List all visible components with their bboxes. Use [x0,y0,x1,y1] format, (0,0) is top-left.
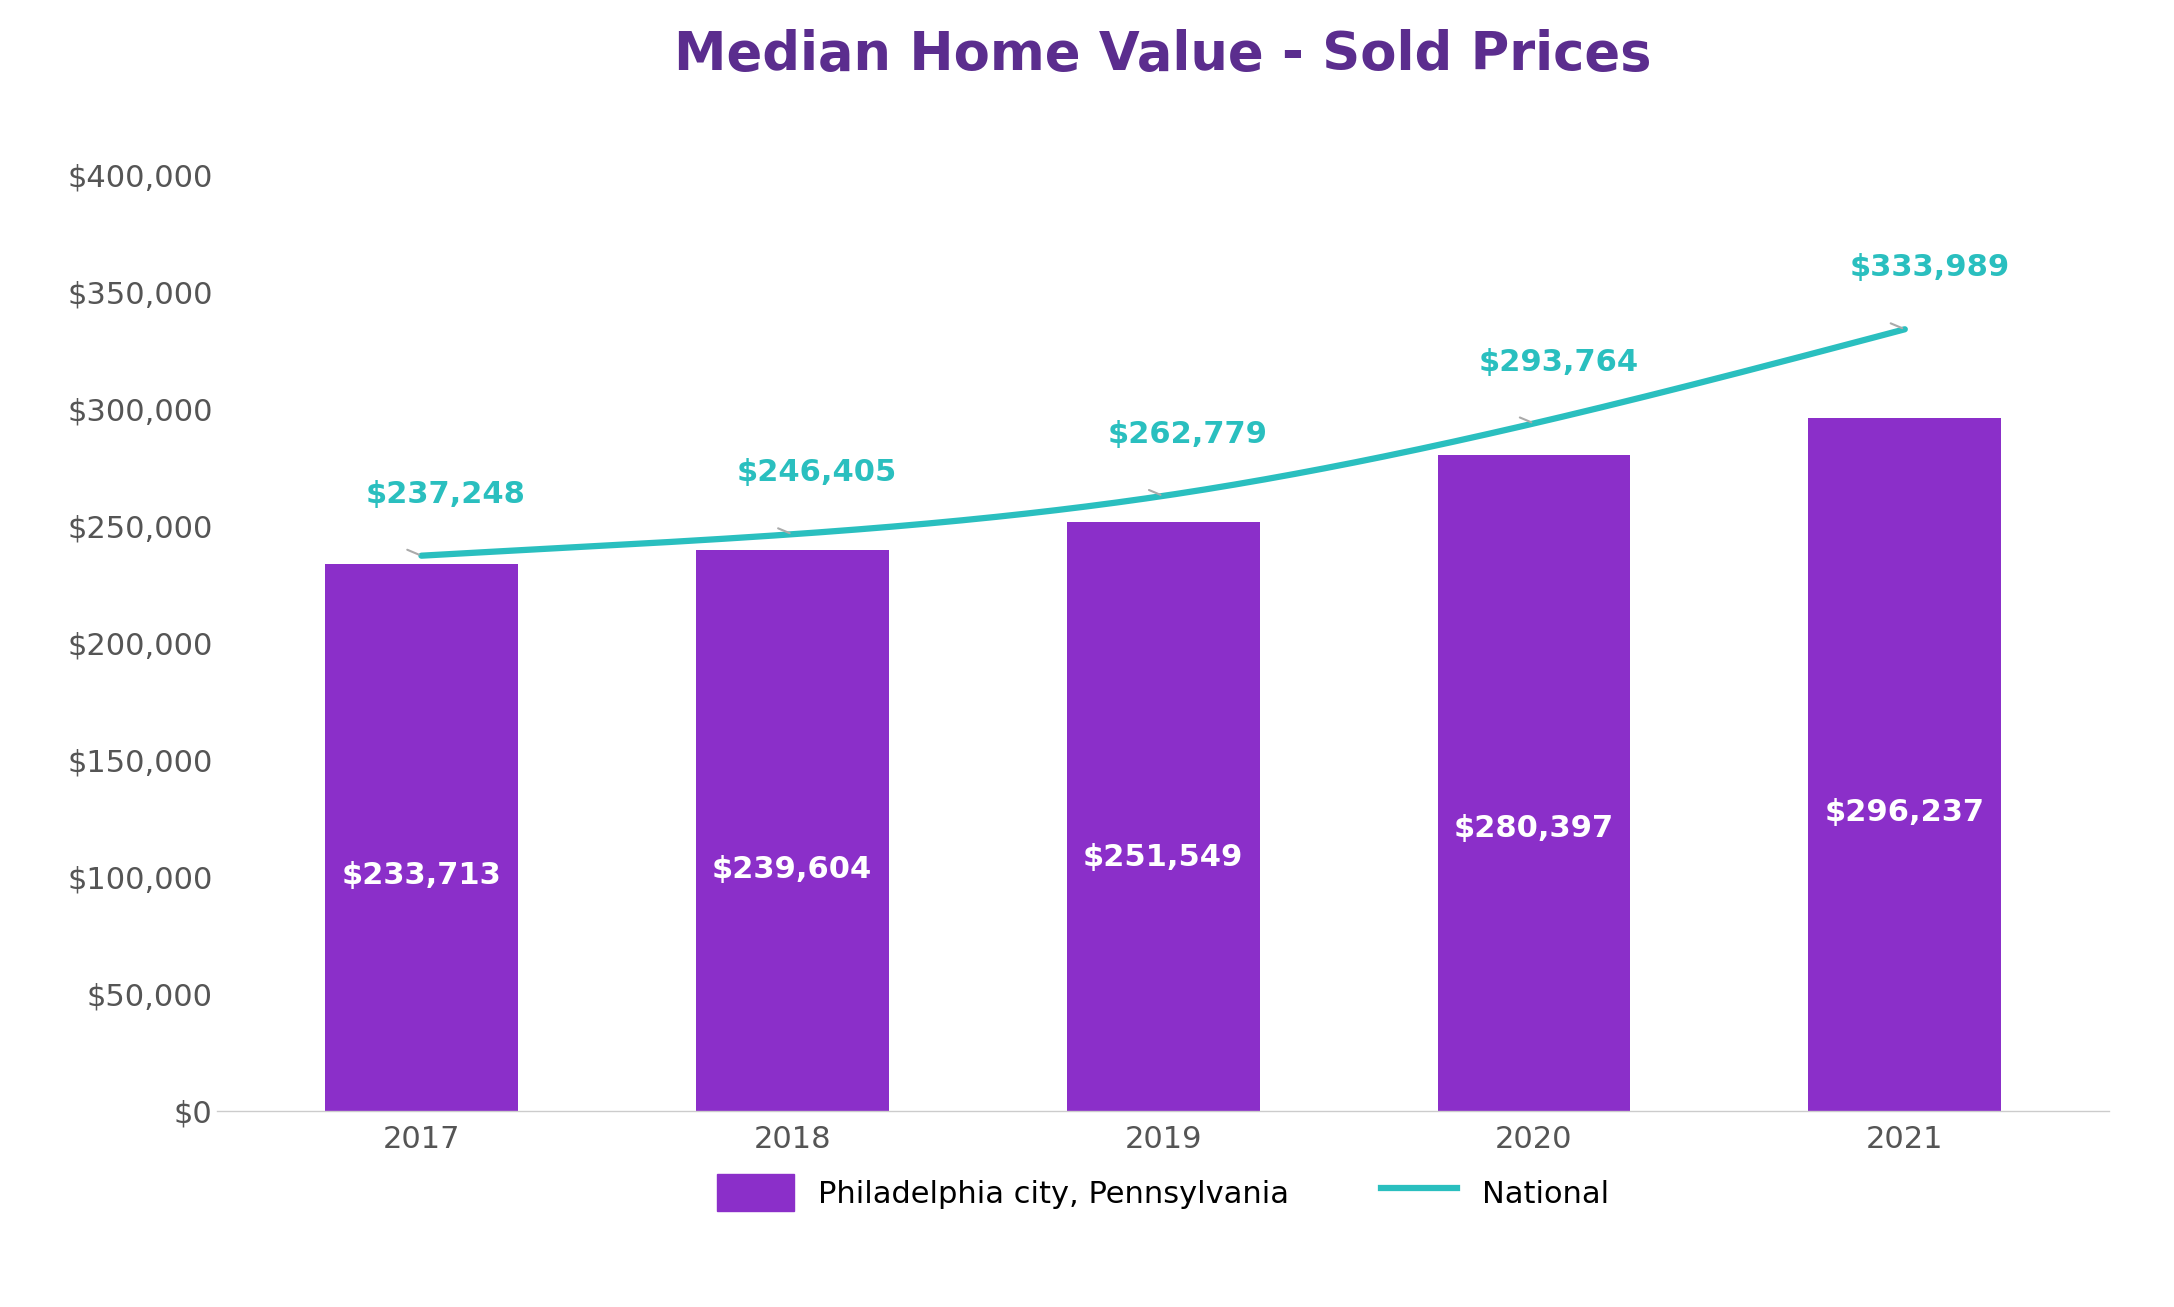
Legend: Philadelphia city, Pennsylvania, National: Philadelphia city, Pennsylvania, Nationa… [702,1159,1624,1226]
Text: $296,237: $296,237 [1824,799,1985,827]
Text: $293,764: $293,764 [1478,348,1639,376]
Text: $251,549: $251,549 [1083,843,1244,872]
Text: $239,604: $239,604 [713,855,872,885]
Bar [324,563,517,1111]
Bar [1067,523,1259,1111]
Text: $237,248: $237,248 [365,480,526,508]
Text: $246,405: $246,405 [737,459,898,488]
Bar [696,550,889,1111]
Text: $333,989: $333,989 [1850,254,2009,282]
Title: Median Home Value - Sold Prices: Median Home Value - Sold Prices [674,29,1652,81]
Bar [1809,418,2002,1111]
Text: $262,779: $262,779 [1107,420,1267,450]
Text: $280,397: $280,397 [1454,814,1613,843]
Bar [1437,455,1630,1111]
Text: $233,713: $233,713 [341,861,502,890]
